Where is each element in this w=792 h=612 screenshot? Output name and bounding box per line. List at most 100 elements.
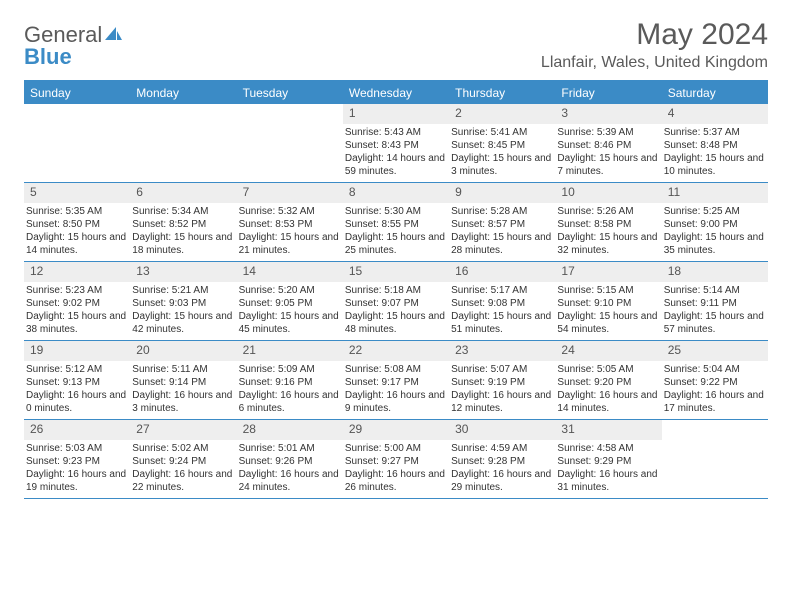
daylight-text: Daylight: 15 hours and 14 minutes. xyxy=(26,231,128,257)
daylight-text: Daylight: 15 hours and 18 minutes. xyxy=(132,231,234,257)
cell-body: Sunrise: 5:26 AMSunset: 8:58 PMDaylight:… xyxy=(555,203,661,261)
day-header: Friday xyxy=(555,82,661,104)
daylight-text: Daylight: 16 hours and 6 minutes. xyxy=(239,389,341,415)
cell-body: Sunrise: 5:20 AMSunset: 9:05 PMDaylight:… xyxy=(237,282,343,340)
cell-body: Sunrise: 5:03 AMSunset: 9:23 PMDaylight:… xyxy=(24,440,130,498)
day-number: 29 xyxy=(343,420,449,440)
day-header: Thursday xyxy=(449,82,555,104)
cell-body: Sunrise: 5:35 AMSunset: 8:50 PMDaylight:… xyxy=(24,203,130,261)
day-number: 1 xyxy=(343,104,449,124)
sunrise-text: Sunrise: 5:01 AM xyxy=(239,442,341,455)
sunset-text: Sunset: 8:53 PM xyxy=(239,218,341,231)
sunset-text: Sunset: 9:28 PM xyxy=(451,455,553,468)
sunrise-text: Sunrise: 5:26 AM xyxy=(557,205,659,218)
cell-body: Sunrise: 5:17 AMSunset: 9:08 PMDaylight:… xyxy=(449,282,555,340)
day-number: 20 xyxy=(130,341,236,361)
daylight-text: Daylight: 16 hours and 31 minutes. xyxy=(557,468,659,494)
cell-body: Sunrise: 5:05 AMSunset: 9:20 PMDaylight:… xyxy=(555,361,661,419)
calendar-cell: 17Sunrise: 5:15 AMSunset: 9:10 PMDayligh… xyxy=(555,262,661,340)
cell-body: Sunrise: 5:14 AMSunset: 9:11 PMDaylight:… xyxy=(662,282,768,340)
sunset-text: Sunset: 9:29 PM xyxy=(557,455,659,468)
daylight-text: Daylight: 15 hours and 54 minutes. xyxy=(557,310,659,336)
day-header: Saturday xyxy=(662,82,768,104)
day-number: 28 xyxy=(237,420,343,440)
month-title: May 2024 xyxy=(541,18,768,52)
day-header: Monday xyxy=(130,82,236,104)
calendar-cell: 23Sunrise: 5:07 AMSunset: 9:19 PMDayligh… xyxy=(449,341,555,419)
sunrise-text: Sunrise: 4:59 AM xyxy=(451,442,553,455)
sunset-text: Sunset: 9:17 PM xyxy=(345,376,447,389)
day-number: 31 xyxy=(555,420,661,440)
sunset-text: Sunset: 9:07 PM xyxy=(345,297,447,310)
day-number: 23 xyxy=(449,341,555,361)
day-number: 8 xyxy=(343,183,449,203)
cell-body: Sunrise: 5:04 AMSunset: 9:22 PMDaylight:… xyxy=(662,361,768,419)
sunrise-text: Sunrise: 5:23 AM xyxy=(26,284,128,297)
cell-body: Sunrise: 4:58 AMSunset: 9:29 PMDaylight:… xyxy=(555,440,661,498)
calendar-cell: 27Sunrise: 5:02 AMSunset: 9:24 PMDayligh… xyxy=(130,420,236,498)
calendar: SundayMondayTuesdayWednesdayThursdayFrid… xyxy=(24,80,768,499)
calendar-cell: 29Sunrise: 5:00 AMSunset: 9:27 PMDayligh… xyxy=(343,420,449,498)
day-number: 17 xyxy=(555,262,661,282)
sunrise-text: Sunrise: 5:02 AM xyxy=(132,442,234,455)
day-number: 22 xyxy=(343,341,449,361)
day-number: 26 xyxy=(24,420,130,440)
cell-body: Sunrise: 5:39 AMSunset: 8:46 PMDaylight:… xyxy=(555,124,661,182)
cell-body: Sunrise: 5:02 AMSunset: 9:24 PMDaylight:… xyxy=(130,440,236,498)
day-number: 24 xyxy=(555,341,661,361)
logo: GeneralBlue xyxy=(24,18,124,70)
sunset-text: Sunset: 9:24 PM xyxy=(132,455,234,468)
day-number: 30 xyxy=(449,420,555,440)
cell-body: Sunrise: 5:43 AMSunset: 8:43 PMDaylight:… xyxy=(343,124,449,182)
calendar-cell: 9Sunrise: 5:28 AMSunset: 8:57 PMDaylight… xyxy=(449,183,555,261)
day-number: 16 xyxy=(449,262,555,282)
sunrise-text: Sunrise: 5:05 AM xyxy=(557,363,659,376)
title-block: May 2024 Llanfair, Wales, United Kingdom xyxy=(541,18,768,72)
daylight-text: Daylight: 16 hours and 17 minutes. xyxy=(664,389,766,415)
daylight-text: Daylight: 15 hours and 38 minutes. xyxy=(26,310,128,336)
daylight-text: Daylight: 15 hours and 57 minutes. xyxy=(664,310,766,336)
sunset-text: Sunset: 9:13 PM xyxy=(26,376,128,389)
daylight-text: Daylight: 15 hours and 42 minutes. xyxy=(132,310,234,336)
daylight-text: Daylight: 15 hours and 21 minutes. xyxy=(239,231,341,257)
cell-body: Sunrise: 5:07 AMSunset: 9:19 PMDaylight:… xyxy=(449,361,555,419)
cell-body: Sunrise: 5:41 AMSunset: 8:45 PMDaylight:… xyxy=(449,124,555,182)
cell-body: Sunrise: 5:11 AMSunset: 9:14 PMDaylight:… xyxy=(130,361,236,419)
day-number: 18 xyxy=(662,262,768,282)
day-number: 21 xyxy=(237,341,343,361)
sunrise-text: Sunrise: 4:58 AM xyxy=(557,442,659,455)
calendar-body: 1Sunrise: 5:43 AMSunset: 8:43 PMDaylight… xyxy=(24,104,768,499)
sunrise-text: Sunrise: 5:11 AM xyxy=(132,363,234,376)
calendar-cell: 21Sunrise: 5:09 AMSunset: 9:16 PMDayligh… xyxy=(237,341,343,419)
day-number: 14 xyxy=(237,262,343,282)
calendar-week: 1Sunrise: 5:43 AMSunset: 8:43 PMDaylight… xyxy=(24,104,768,183)
day-number: 6 xyxy=(130,183,236,203)
daylight-text: Daylight: 16 hours and 22 minutes. xyxy=(132,468,234,494)
sunset-text: Sunset: 9:00 PM xyxy=(664,218,766,231)
sunset-text: Sunset: 8:55 PM xyxy=(345,218,447,231)
cell-body: Sunrise: 5:18 AMSunset: 9:07 PMDaylight:… xyxy=(343,282,449,340)
sunset-text: Sunset: 9:20 PM xyxy=(557,376,659,389)
sunset-text: Sunset: 9:23 PM xyxy=(26,455,128,468)
calendar-cell: 14Sunrise: 5:20 AMSunset: 9:05 PMDayligh… xyxy=(237,262,343,340)
sunset-text: Sunset: 9:27 PM xyxy=(345,455,447,468)
daylight-text: Daylight: 15 hours and 28 minutes. xyxy=(451,231,553,257)
sunrise-text: Sunrise: 5:30 AM xyxy=(345,205,447,218)
cell-body: Sunrise: 5:01 AMSunset: 9:26 PMDaylight:… xyxy=(237,440,343,498)
calendar-cell: 13Sunrise: 5:21 AMSunset: 9:03 PMDayligh… xyxy=(130,262,236,340)
sunrise-text: Sunrise: 5:17 AM xyxy=(451,284,553,297)
calendar-cell: 16Sunrise: 5:17 AMSunset: 9:08 PMDayligh… xyxy=(449,262,555,340)
calendar-cell: 19Sunrise: 5:12 AMSunset: 9:13 PMDayligh… xyxy=(24,341,130,419)
daylight-text: Daylight: 16 hours and 14 minutes. xyxy=(557,389,659,415)
day-number: 5 xyxy=(24,183,130,203)
cell-body: Sunrise: 5:30 AMSunset: 8:55 PMDaylight:… xyxy=(343,203,449,261)
calendar-cell: 10Sunrise: 5:26 AMSunset: 8:58 PMDayligh… xyxy=(555,183,661,261)
cell-body: Sunrise: 5:09 AMSunset: 9:16 PMDaylight:… xyxy=(237,361,343,419)
day-number: 3 xyxy=(555,104,661,124)
sunset-text: Sunset: 9:08 PM xyxy=(451,297,553,310)
day-number: 13 xyxy=(130,262,236,282)
calendar-cell: 1Sunrise: 5:43 AMSunset: 8:43 PMDaylight… xyxy=(343,104,449,182)
calendar-cell xyxy=(24,104,130,182)
daylight-text: Daylight: 16 hours and 29 minutes. xyxy=(451,468,553,494)
sunset-text: Sunset: 8:48 PM xyxy=(664,139,766,152)
